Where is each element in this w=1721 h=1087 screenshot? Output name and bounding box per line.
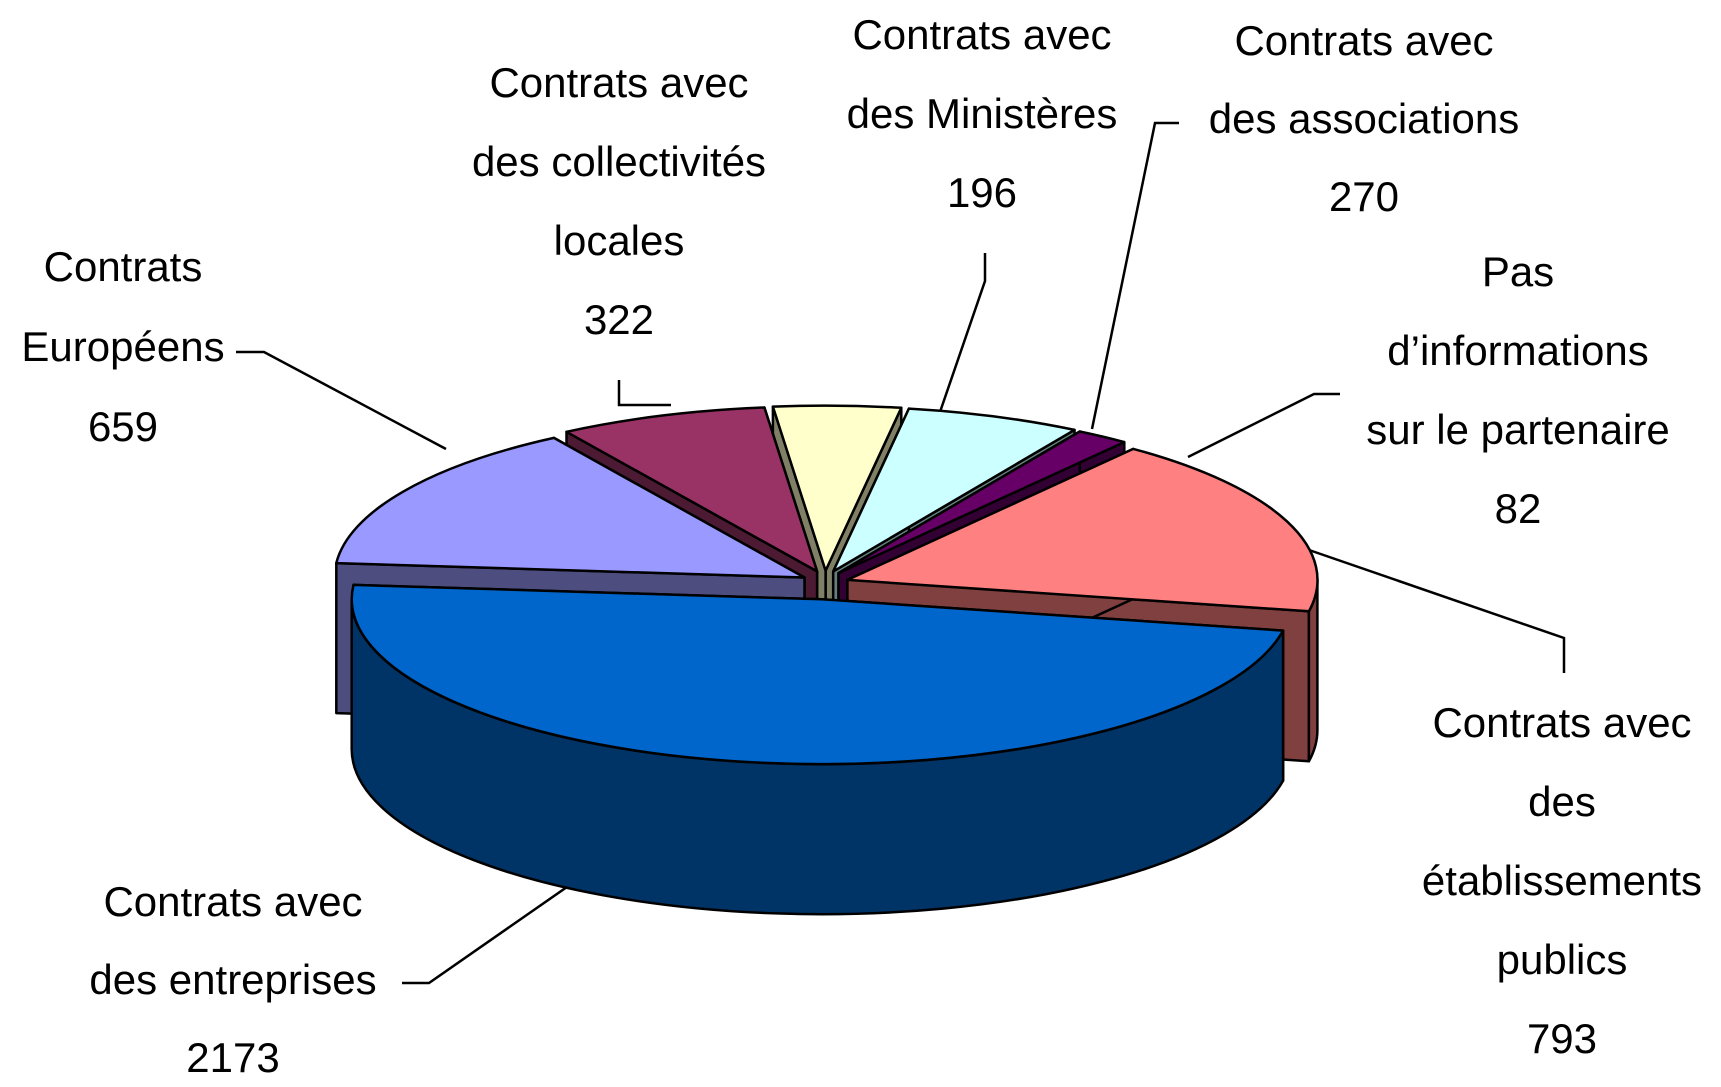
label-line: Contrats avec xyxy=(852,11,1111,58)
label-line: Contrats avec xyxy=(103,878,362,925)
leader-line xyxy=(1090,121,1179,430)
value-label: 2173 xyxy=(186,1034,279,1081)
leader-line xyxy=(617,380,671,407)
value-label: 322 xyxy=(584,296,654,343)
slice-top xyxy=(837,430,1126,575)
value-label: 659 xyxy=(88,403,158,450)
label-line: Contrats avec xyxy=(1234,17,1493,64)
leader-line xyxy=(236,350,447,451)
pie-tops xyxy=(335,404,1319,766)
slice-top xyxy=(565,406,819,573)
label-line: Contrats avec xyxy=(1432,699,1691,746)
slice-top xyxy=(846,447,1319,613)
slice-label: Contrats avec des Ministères 196 xyxy=(847,11,1118,216)
slice-top xyxy=(831,407,1076,573)
label-line: Contrats xyxy=(44,243,203,290)
label-line: des entreprises xyxy=(89,956,376,1003)
label-line: publics xyxy=(1497,936,1628,983)
slice-top xyxy=(335,436,806,579)
label-line: des associations xyxy=(1209,95,1520,142)
label-line: des Ministères xyxy=(847,90,1118,137)
label-line: établissements xyxy=(1422,857,1702,904)
leader-line xyxy=(402,862,601,985)
value-label: 270 xyxy=(1329,173,1399,220)
label-line: Européens xyxy=(21,323,224,370)
value-label: 196 xyxy=(947,169,1017,216)
slice-label: Contrats avec des collectivités locales 322 xyxy=(472,59,766,343)
leader-line xyxy=(938,253,987,413)
value-label: 82 xyxy=(1495,485,1542,532)
label-line: Pas xyxy=(1482,248,1554,295)
label-line: d’informations xyxy=(1387,327,1648,374)
slice-label: Contrats Européens 659 xyxy=(21,243,224,450)
label-line: des xyxy=(1528,778,1596,825)
leader-lines xyxy=(236,121,1566,985)
label-line: locales xyxy=(554,217,685,264)
label-line: Contrats avec xyxy=(489,59,748,106)
slice-label: Contrats avec des établissements publics 793 xyxy=(1422,699,1702,1062)
slice-top xyxy=(350,583,1285,766)
leader-line xyxy=(1187,392,1340,459)
slice-label: Contrats avec des entreprises 2173 xyxy=(89,878,376,1081)
slice-label: Contrats avec des associations 270 xyxy=(1209,17,1520,220)
label-line: des collectivités xyxy=(472,138,766,185)
value-label: 793 xyxy=(1527,1015,1597,1062)
slice-top xyxy=(771,404,903,572)
slice-label: Pas d’informations sur le partenaire 82 xyxy=(1366,248,1670,532)
leader-line xyxy=(1308,548,1566,673)
label-line: sur le partenaire xyxy=(1366,406,1670,453)
